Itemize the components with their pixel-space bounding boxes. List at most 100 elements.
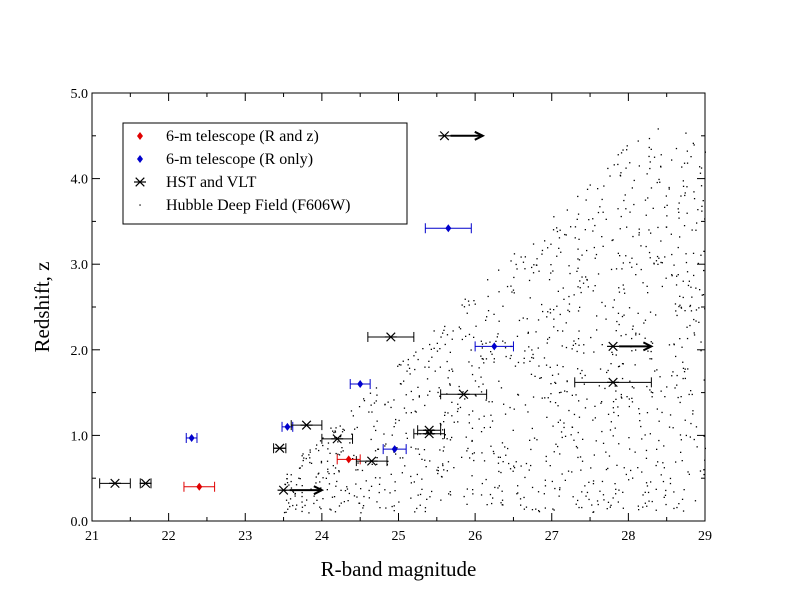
hdf-dot <box>322 444 324 447</box>
hdf-dot <box>552 270 554 272</box>
hdf-dot <box>399 383 402 385</box>
hdf-dot <box>446 360 448 363</box>
limit-arrow-head <box>642 341 654 352</box>
hdf-dot <box>553 509 555 511</box>
hdf-dot <box>622 491 624 493</box>
legend-label: 6-m telescope (R and z) <box>166 128 319 145</box>
asterisk-marker <box>273 443 286 453</box>
hdf-dot <box>491 353 493 355</box>
hdf-dot <box>607 167 609 170</box>
hdf-dot <box>480 494 483 496</box>
hdf-dot <box>579 306 581 308</box>
hdf-dot <box>467 300 470 302</box>
hdf-dot <box>490 445 492 447</box>
hdf-dot <box>496 336 498 338</box>
hdf-dot <box>427 394 429 396</box>
hdf-dot <box>490 414 492 416</box>
hdf-dot <box>576 218 578 220</box>
hdf-dot <box>315 482 317 484</box>
hdf-dot <box>440 423 442 425</box>
hdf-dot <box>660 165 662 167</box>
hdf-dot <box>471 439 473 442</box>
hdf-dot <box>629 211 631 213</box>
hdf-dot <box>447 377 449 379</box>
hdf-dot <box>665 277 667 279</box>
hdf-dot <box>581 506 583 509</box>
hdf-dot <box>478 418 480 420</box>
asterisk-marker <box>438 131 451 141</box>
asterisk-marker <box>277 485 290 495</box>
hdf-dot <box>637 467 639 469</box>
hdf-dot <box>459 406 462 409</box>
hdf-dot <box>583 344 585 346</box>
hdf-dot <box>523 362 525 364</box>
hdf-dot <box>703 473 705 476</box>
diamond-marker <box>445 224 452 233</box>
hdf-dot <box>690 422 692 425</box>
hdf-dot <box>294 492 296 495</box>
hdf-dot <box>370 404 372 406</box>
hdf-dot <box>556 227 558 229</box>
hdf-dot <box>415 411 417 413</box>
hdf-dot <box>487 295 489 298</box>
hdf-dot <box>688 393 690 396</box>
hdf-dot <box>699 166 701 168</box>
hdf-dot <box>549 308 551 310</box>
hdf-dot <box>466 312 468 314</box>
hdf-dot <box>396 447 398 449</box>
hdf-dot <box>536 258 538 260</box>
hdf-dot <box>429 460 431 462</box>
hdf-dot <box>698 321 700 323</box>
hdf-dot <box>581 460 584 462</box>
hdf-dot <box>436 469 438 471</box>
hdf-dot <box>451 338 453 340</box>
hdf-dot <box>475 325 477 327</box>
hdf-dot <box>549 401 552 403</box>
hdf-dot <box>371 411 373 413</box>
hdf-dot <box>669 482 672 485</box>
hdf-dot <box>685 132 687 134</box>
hdf-dot <box>354 428 356 430</box>
hdf-dot <box>532 243 535 245</box>
hdf-dot <box>559 419 561 421</box>
hdf-dot <box>650 350 652 353</box>
hdf-dot <box>322 477 324 479</box>
hdf-dot <box>337 453 339 455</box>
hdf-dot <box>439 366 441 368</box>
hdf-dot <box>494 486 496 489</box>
hdf-dot <box>561 473 563 475</box>
hdf-dot <box>638 234 640 236</box>
hdf-dot <box>468 414 470 416</box>
hdf-dot <box>556 255 558 257</box>
legend: 6-m telescope (R and z) 6-m telescope (R … <box>122 122 408 225</box>
hdf-dot <box>629 448 631 450</box>
hdf-dot <box>682 280 684 282</box>
hdf-dot <box>363 495 365 498</box>
hdf-dot <box>612 353 614 356</box>
legend-item: 6-m telescope (R and z) <box>137 128 319 145</box>
hdf-dot <box>318 472 320 474</box>
hdf-dot <box>685 434 687 437</box>
hdf-dot <box>306 499 308 501</box>
hdf-dot <box>498 320 500 322</box>
hdf-dot <box>547 338 549 340</box>
hdf-dot <box>615 354 617 356</box>
hdf-dot <box>370 485 373 487</box>
hdf-dot <box>581 369 583 372</box>
hdf-dot <box>636 263 638 265</box>
hdf-dot <box>443 469 445 471</box>
hdf-dot <box>546 316 548 318</box>
hdf-dot <box>327 448 329 450</box>
hdf-dot <box>290 474 292 476</box>
hdf-dot <box>555 382 557 384</box>
hdf-dot <box>685 253 687 255</box>
hdf-dot <box>376 501 378 503</box>
hdf-dot <box>316 499 318 501</box>
legend-item: Hubble Deep Field (F606W) <box>139 197 350 214</box>
hdf-dot <box>562 366 564 368</box>
hdf-dot <box>673 344 675 346</box>
hdf-dot <box>389 492 391 494</box>
hdf-dot <box>451 415 453 417</box>
hdf-dot <box>340 489 342 491</box>
hdf-dot <box>541 303 543 306</box>
